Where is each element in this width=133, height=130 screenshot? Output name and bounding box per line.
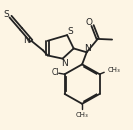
Text: O: O <box>86 18 93 27</box>
Text: S: S <box>68 27 73 36</box>
Text: N: N <box>61 59 68 68</box>
Text: N: N <box>23 36 30 45</box>
Text: CH₃: CH₃ <box>76 112 88 118</box>
Text: N: N <box>85 44 91 53</box>
Text: Cl: Cl <box>51 68 59 77</box>
Text: CH₃: CH₃ <box>108 67 121 73</box>
Text: S: S <box>3 10 9 19</box>
